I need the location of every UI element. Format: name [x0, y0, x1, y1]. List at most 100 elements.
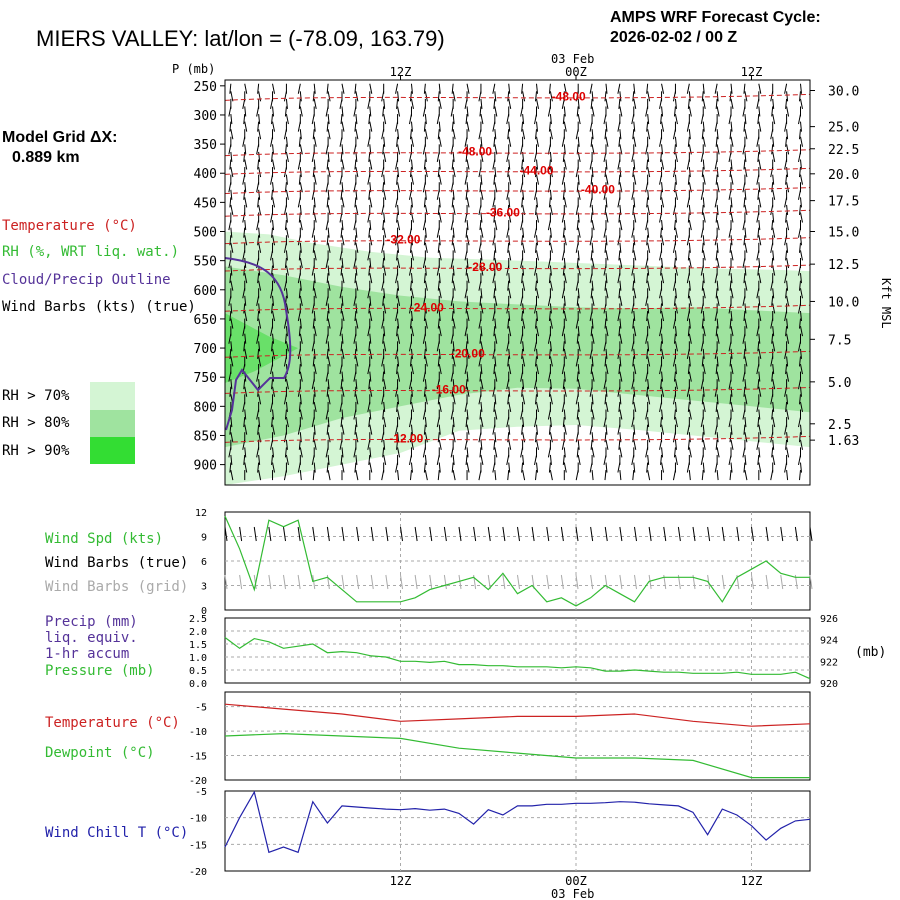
wind-barb — [299, 394, 302, 405]
wind-barb — [645, 371, 649, 382]
wind-barb — [758, 462, 762, 473]
wind-barb — [632, 356, 635, 367]
wind-barb — [715, 401, 718, 412]
wind-barb — [395, 273, 399, 284]
wind-barb — [437, 167, 440, 178]
wind-barb — [603, 454, 607, 466]
pressure-tick-label: 926 — [820, 614, 838, 625]
wind-barb — [353, 257, 357, 269]
wind-barb — [409, 356, 412, 367]
wind-barb — [452, 356, 456, 367]
grid-wind-barb — [751, 574, 754, 590]
height-tick-label: 10.0 — [828, 295, 859, 310]
wind-barb — [799, 386, 802, 397]
wind-barb — [549, 242, 553, 253]
wind-barb — [744, 204, 748, 216]
wind-barb — [743, 386, 746, 397]
wind-barb — [756, 288, 760, 299]
wind-barb — [297, 197, 301, 208]
wind-barb — [244, 333, 247, 344]
wind-barb — [408, 379, 412, 390]
wind-barb — [272, 333, 275, 344]
wind-barb — [786, 318, 789, 329]
wind-barb — [728, 454, 732, 466]
wind-barb — [313, 310, 316, 322]
wind-barb — [424, 356, 428, 367]
wind-barb — [422, 182, 426, 193]
wind-barb — [369, 235, 373, 246]
wind-barb — [257, 235, 260, 246]
wind-barb — [369, 197, 373, 208]
wind-barb — [410, 83, 413, 94]
wind-barb — [466, 348, 470, 359]
wind-barb — [688, 295, 692, 306]
wind-barb — [728, 151, 732, 163]
wind-barb — [313, 159, 316, 170]
wind-barb — [561, 174, 565, 185]
wind-barb — [604, 356, 607, 367]
wind-barb — [311, 227, 315, 238]
wind-barb — [422, 295, 426, 306]
wind-barb — [799, 159, 802, 170]
wind-barb — [410, 462, 413, 473]
wind-barb — [354, 197, 357, 208]
wind-barb — [395, 424, 399, 435]
wind-barb — [258, 204, 262, 216]
wind-barb — [702, 174, 706, 185]
wind-barb — [716, 144, 720, 155]
wind-barb — [688, 432, 691, 443]
wind-barb — [424, 318, 428, 329]
wind-barb — [688, 242, 691, 253]
wind-barb — [437, 280, 440, 291]
wind-barb — [786, 470, 789, 481]
wind-barb — [382, 106, 385, 117]
wind-barb — [771, 409, 774, 420]
wind-barb — [466, 197, 470, 208]
wind-barb — [341, 121, 345, 132]
wind-barb — [244, 295, 247, 306]
wind-barb — [687, 439, 690, 450]
wind-barb — [674, 98, 677, 109]
wind-barb — [589, 121, 593, 132]
wind-barb — [701, 242, 704, 253]
wind-barb — [244, 273, 248, 284]
wind-barb — [256, 447, 260, 458]
wind-barb — [535, 356, 538, 367]
wind-barb — [244, 310, 248, 322]
wind-barb — [272, 106, 275, 117]
wind-barb — [661, 371, 664, 382]
wind-barb — [256, 144, 260, 155]
wind-barb — [798, 341, 801, 352]
wind-barb — [688, 106, 692, 117]
wind-barb — [730, 363, 734, 375]
wind-barb — [327, 341, 330, 352]
wind-barb — [758, 106, 761, 117]
wind-barb — [313, 401, 317, 413]
panel-frame — [224, 617, 811, 684]
wind-barb — [478, 280, 482, 291]
surface-wind-barb — [677, 526, 681, 542]
wind-barb — [409, 470, 412, 481]
wind-barb — [633, 136, 637, 147]
wind-barb — [520, 220, 524, 231]
wind-barb — [424, 113, 427, 125]
wind-barb — [619, 318, 622, 329]
wind-barb — [258, 303, 261, 314]
wind-barb — [605, 348, 608, 359]
wind-barb — [341, 197, 345, 208]
wind-barb — [661, 462, 665, 473]
wind-barb — [327, 242, 331, 253]
wind-barb — [451, 83, 454, 94]
wind-barb — [438, 174, 442, 185]
legend-rh70: RH > 70% — [2, 388, 70, 404]
wind-barb — [325, 447, 329, 458]
wind-barb — [465, 454, 468, 465]
wind-barb — [507, 129, 510, 140]
wind-barb — [466, 447, 469, 458]
wind-barb — [244, 144, 247, 155]
wind-barb — [688, 371, 692, 382]
wind-barb — [409, 318, 412, 329]
surface-wind-barb — [648, 526, 652, 542]
wind-barb — [618, 439, 621, 450]
wind-barb — [534, 303, 538, 314]
